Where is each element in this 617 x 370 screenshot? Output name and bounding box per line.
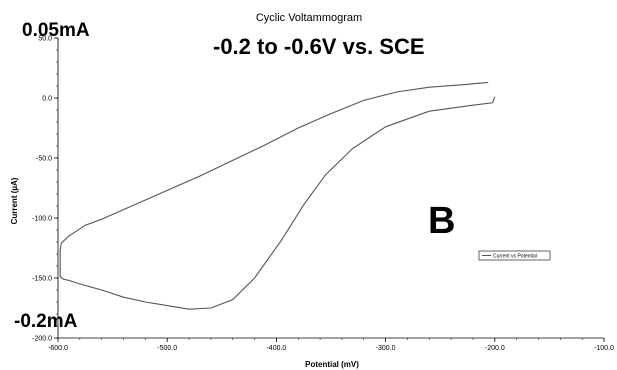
y-tick-label: 50.0 xyxy=(38,36,52,43)
y-tick-label: -150.0 xyxy=(32,276,52,283)
x-axis-label: Potential (mV) xyxy=(305,360,359,369)
legend-box xyxy=(478,250,551,261)
y-tick-label: -200.0 xyxy=(32,336,52,343)
annotation-potential-range: -0.2 to -0.6V vs. SCE xyxy=(213,34,425,59)
annotation-top-current: 0.05mA xyxy=(22,20,90,41)
x-tick-label: -300.0 xyxy=(376,345,396,352)
x-tick-label: -500.0 xyxy=(157,345,177,352)
annotation-bottom-current: -0.2mA xyxy=(14,311,78,332)
y-axis-label: Current (µA) xyxy=(10,177,19,224)
series-current-vs-potential xyxy=(59,81,496,310)
x-tick-label: -400.0 xyxy=(266,345,286,352)
y-tick-label: -100.0 xyxy=(32,216,52,223)
legend: Current vs Potential xyxy=(478,250,551,261)
chart-title: Cyclic Voltammogram xyxy=(256,12,362,24)
annotation-panel-letter: B xyxy=(428,200,456,242)
chart-axes: -600.0 -500.0 -400.0 -300.0 -200.0 -100.0 -200… xyxy=(32,36,614,353)
y-tick-label: 0.0 xyxy=(42,96,52,103)
x-tick-label: -200.0 xyxy=(485,345,505,352)
legend-label: Current vs Potential xyxy=(493,254,537,260)
x-tick-label: -600.0 xyxy=(48,345,68,352)
y-tick-label: -50.0 xyxy=(36,156,52,163)
x-tick-label: -100.0 xyxy=(594,345,614,352)
